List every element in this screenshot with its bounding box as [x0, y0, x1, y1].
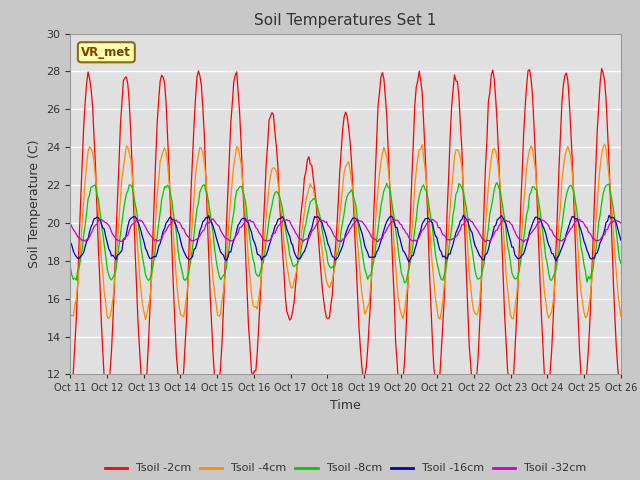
- Tsoil -4cm: [141, 316, 149, 322]
- Tsoil -8cm: [617, 261, 625, 266]
- Tsoil -4cm: [204, 194, 211, 200]
- Tsoil -16cm: [460, 212, 467, 218]
- Tsoil -32cm: [617, 220, 625, 226]
- Tsoil -2cm: [257, 295, 264, 300]
- Line: Tsoil -32cm: Tsoil -32cm: [70, 219, 621, 242]
- Tsoil -8cm: [598, 201, 605, 206]
- Tsoil -16cm: [202, 215, 210, 220]
- Tsoil -32cm: [520, 239, 527, 245]
- Tsoil -32cm: [67, 221, 74, 227]
- Tsoil -16cm: [67, 239, 74, 245]
- Tsoil -2cm: [598, 66, 605, 72]
- Tsoil -32cm: [209, 216, 217, 222]
- Tsoil -16cm: [598, 237, 605, 243]
- Tsoil -32cm: [343, 231, 351, 237]
- Text: VR_met: VR_met: [81, 46, 131, 59]
- Tsoil -8cm: [67, 264, 74, 270]
- Tsoil -4cm: [257, 285, 264, 290]
- Tsoil -4cm: [343, 162, 351, 168]
- Tsoil -2cm: [397, 385, 405, 391]
- Legend: Tsoil -2cm, Tsoil -4cm, Tsoil -8cm, Tsoil -16cm, Tsoil -32cm: Tsoil -2cm, Tsoil -4cm, Tsoil -8cm, Tsoi…: [100, 459, 591, 478]
- Y-axis label: Soil Temperature (C): Soil Temperature (C): [28, 140, 41, 268]
- Tsoil -4cm: [67, 312, 74, 318]
- Tsoil -2cm: [67, 389, 74, 395]
- Tsoil -8cm: [243, 212, 251, 218]
- Tsoil -2cm: [204, 210, 211, 216]
- Tsoil -8cm: [396, 260, 404, 266]
- Line: Tsoil -8cm: Tsoil -8cm: [70, 182, 621, 283]
- X-axis label: Time: Time: [330, 399, 361, 412]
- Tsoil -32cm: [202, 222, 210, 228]
- Title: Soil Temperatures Set 1: Soil Temperatures Set 1: [255, 13, 436, 28]
- Tsoil -32cm: [244, 218, 252, 224]
- Tsoil -32cm: [397, 222, 405, 228]
- Tsoil -32cm: [598, 234, 605, 240]
- Tsoil -4cm: [601, 141, 609, 147]
- Tsoil -4cm: [617, 313, 625, 319]
- Tsoil -16cm: [405, 259, 413, 265]
- Tsoil -16cm: [396, 236, 404, 242]
- Tsoil -8cm: [342, 200, 349, 205]
- Tsoil -4cm: [397, 312, 405, 318]
- Line: Tsoil -16cm: Tsoil -16cm: [70, 215, 621, 262]
- Tsoil -4cm: [596, 164, 604, 169]
- Tsoil -8cm: [493, 180, 501, 185]
- Tsoil -16cm: [255, 252, 262, 258]
- Tsoil -2cm: [343, 113, 351, 119]
- Tsoil -8cm: [202, 188, 210, 193]
- Tsoil -16cm: [617, 237, 625, 243]
- Tsoil -2cm: [596, 79, 604, 85]
- Tsoil -16cm: [243, 218, 251, 224]
- Tsoil -8cm: [401, 280, 408, 286]
- Tsoil -32cm: [257, 231, 264, 237]
- Tsoil -2cm: [244, 323, 252, 328]
- Tsoil -2cm: [617, 384, 625, 390]
- Tsoil -16cm: [342, 231, 349, 237]
- Tsoil -8cm: [255, 274, 262, 279]
- Line: Tsoil -4cm: Tsoil -4cm: [70, 144, 621, 319]
- Tsoil -4cm: [244, 258, 252, 264]
- Tsoil -2cm: [175, 395, 183, 400]
- Line: Tsoil -2cm: Tsoil -2cm: [70, 69, 621, 397]
